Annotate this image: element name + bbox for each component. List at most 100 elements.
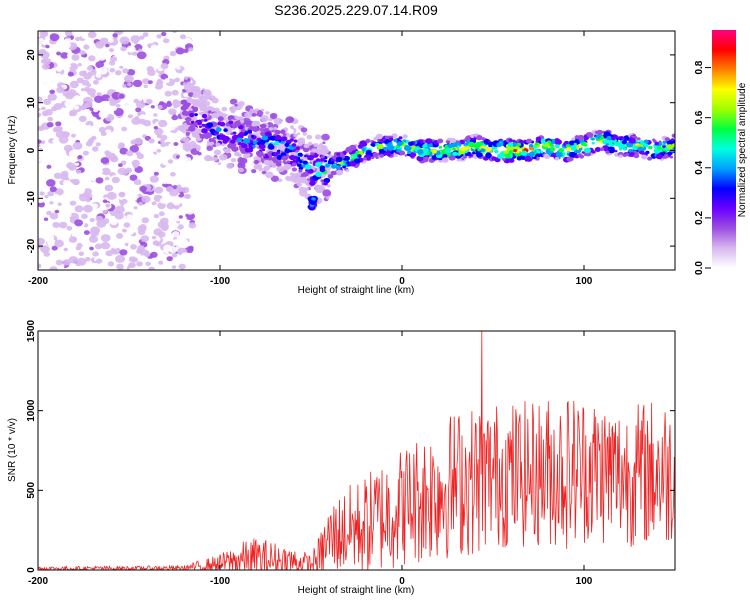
- spectrogram-cell: [507, 142, 514, 147]
- spectrogram-cell: [416, 155, 424, 162]
- spectrogram-cell: [578, 148, 583, 151]
- spectrogram-cell: [92, 79, 99, 85]
- spectrogram-cell: [38, 197, 44, 204]
- spectrogram-cell: [52, 193, 60, 200]
- spectrogram-cell: [640, 154, 648, 160]
- spectrogram-cell: [452, 147, 456, 151]
- spectrogram-cell: [38, 38, 45, 45]
- spectrogram-cell: [156, 148, 162, 153]
- spectrogram-cell: [280, 129, 286, 134]
- spectrogram-cell: [645, 150, 650, 155]
- spectrogram-cell: [217, 116, 224, 122]
- spectrogram-cell: [670, 138, 675, 142]
- spectrogram-cell: [196, 147, 201, 151]
- spectrogram-cell: [89, 137, 95, 142]
- spectrogram-cell: [93, 108, 99, 113]
- spectrogram-cell: [126, 127, 137, 136]
- spectrogram-cell: [359, 140, 367, 146]
- spectrogram-cell: [44, 75, 53, 81]
- colorbar-tick-label: 0.6: [694, 110, 705, 124]
- spectrogram-cell: [221, 106, 228, 112]
- spectrogram-cell: [311, 152, 315, 156]
- spectrogram-cell: [180, 99, 188, 105]
- spectrogram-cell: [302, 172, 309, 177]
- spectrogram-cell: [191, 132, 199, 138]
- spectrogram-cell: [71, 133, 76, 138]
- spectrogram-cell: [567, 150, 571, 153]
- spectrogram-cell: [555, 151, 563, 158]
- spectrogram-cell: [211, 112, 219, 119]
- spectrogram-cell: [116, 78, 122, 83]
- spectrogram-cell: [223, 128, 228, 133]
- spectrogram-cell: [260, 108, 265, 112]
- spectrogram-cell: [95, 177, 104, 184]
- spectrogram-cell: [46, 164, 52, 169]
- spectrogram-cell: [209, 128, 215, 133]
- spectrogram-cell: [93, 158, 98, 162]
- spectrogram-cell: [147, 69, 156, 76]
- spectrogram-cell: [256, 137, 262, 142]
- spectrogram-cell: [298, 166, 304, 171]
- spectrogram-cell: [515, 146, 520, 150]
- spectrogram-cell: [445, 140, 451, 144]
- spectrogram-cell: [95, 258, 103, 264]
- spectrogram-cell: [130, 35, 141, 43]
- spectrogram-cell: [186, 265, 195, 270]
- spectrogram-cell: [136, 123, 144, 130]
- spectrogram-cell: [181, 124, 188, 130]
- spectrogram-cell: [69, 111, 75, 117]
- spectrogram-cell: [85, 39, 91, 43]
- spectrogram-cell: [464, 136, 470, 141]
- spectrogram-cell: [60, 131, 69, 138]
- spectrogram-cell: [43, 98, 52, 106]
- spectrogram-cell: [143, 152, 151, 159]
- spectrogram-cell: [72, 95, 82, 103]
- spectrogram-cell: [311, 197, 316, 201]
- spectrogram-cell: [114, 67, 119, 71]
- spectrogram-cell: [162, 38, 170, 44]
- spectrogram-cell: [313, 143, 319, 148]
- spectrogram-cell: [46, 179, 56, 187]
- spectrogram-cell: [150, 83, 156, 88]
- spectrogram-cell: [485, 152, 492, 158]
- spectrogram-cell: [110, 105, 118, 111]
- spectrogram-cell: [69, 200, 77, 206]
- spectrogram-cell: [230, 158, 237, 163]
- spectrogram-cell: [528, 144, 534, 148]
- spectrogram-cell: [160, 73, 169, 80]
- spectrogram-cell: [38, 154, 44, 163]
- spectrogram-cell: [206, 145, 213, 151]
- spectrogram-cell: [219, 134, 227, 141]
- spectrogram-cell: [108, 99, 118, 107]
- spectrogram-cell: [170, 73, 177, 79]
- spectrogram-cell: [160, 63, 169, 70]
- spectrogram-cell: [536, 150, 541, 154]
- spectrogram-x-tick-label: 0: [399, 276, 405, 287]
- spectrogram-cell: [126, 69, 136, 76]
- spectrogram-cell: [51, 155, 59, 162]
- spectrogram-cell: [109, 48, 114, 53]
- spectrogram-cell: [118, 192, 125, 198]
- spectrogram-cell: [139, 35, 145, 40]
- spectrogram-cell: [251, 169, 257, 174]
- spectrogram-cell: [375, 156, 379, 159]
- spectrogram-cell: [295, 146, 300, 150]
- spectrogram-cell: [135, 107, 142, 113]
- spectrogram-cell: [82, 70, 87, 75]
- spectrogram-cell: [98, 169, 104, 174]
- spectrogram-cell: [75, 186, 85, 195]
- spectrogram-cell: [255, 150, 262, 156]
- spectrogram-cell: [410, 152, 417, 157]
- spectrogram-cell: [258, 167, 264, 172]
- spectrogram-cell: [156, 34, 162, 39]
- spectrogram-cell: [49, 89, 55, 95]
- spectrogram-cell: [584, 144, 588, 147]
- spectrogram-cell: [46, 122, 54, 128]
- spectrogram-cell: [379, 153, 385, 158]
- spectrogram-cell: [173, 99, 179, 104]
- spectrogram-cell: [257, 157, 262, 161]
- spectrogram-cell: [148, 62, 153, 66]
- spectrogram-cell: [141, 178, 149, 185]
- spectrogram-cell: [267, 166, 271, 169]
- spectrogram-cell: [123, 170, 129, 175]
